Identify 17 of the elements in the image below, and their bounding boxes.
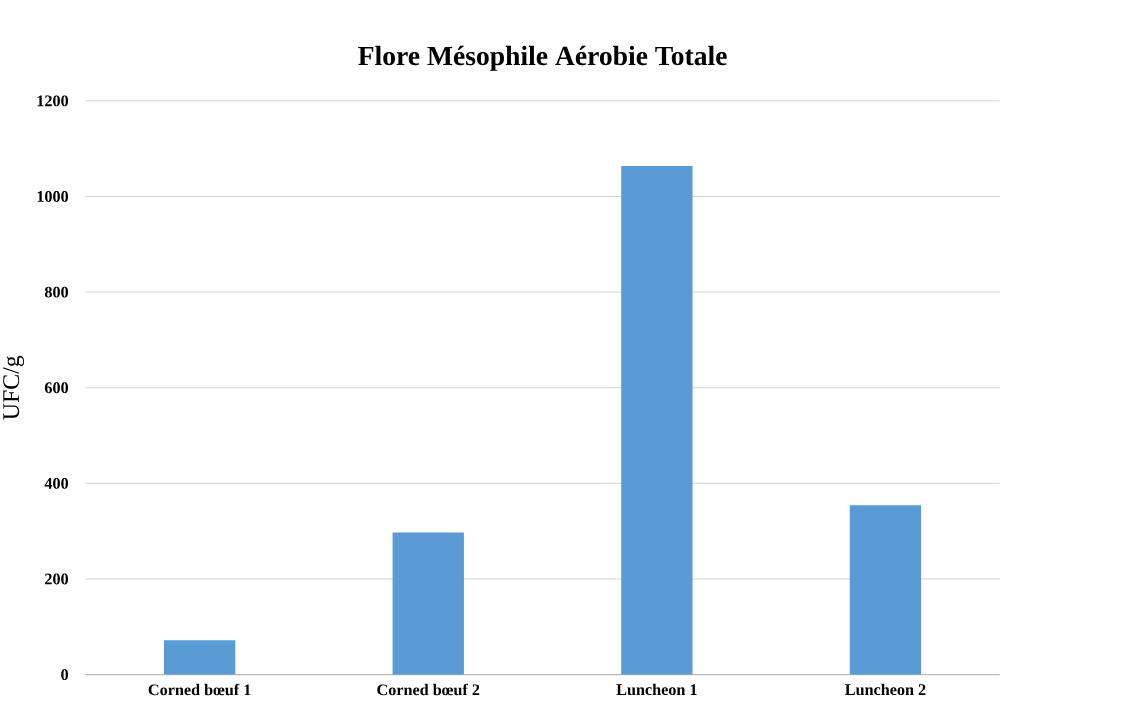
y-tick-label: 400	[44, 477, 69, 489]
y-tick-label: 200	[45, 573, 69, 585]
x-tick-label: Corned bœuf 1	[148, 683, 251, 696]
bar	[621, 165, 693, 675]
y-tick-label: 1200	[37, 95, 69, 107]
x-tick-label: Corned bœuf 2	[377, 683, 480, 696]
bar	[392, 532, 464, 675]
x-tick-label: Luncheon 2	[845, 683, 926, 696]
y-tick-label: 800	[44, 286, 69, 298]
y-tick-label: 600	[44, 382, 69, 394]
bar	[849, 505, 922, 675]
y-tick-label: 1000	[37, 190, 69, 202]
chart-title: Flore Mésophile Aérobie Totale	[358, 45, 727, 71]
bar	[163, 640, 236, 675]
y-tick-label: 0	[61, 669, 69, 681]
x-tick-label: Luncheon 1	[616, 683, 697, 696]
y-axis-title: UFC/g	[3, 355, 25, 420]
